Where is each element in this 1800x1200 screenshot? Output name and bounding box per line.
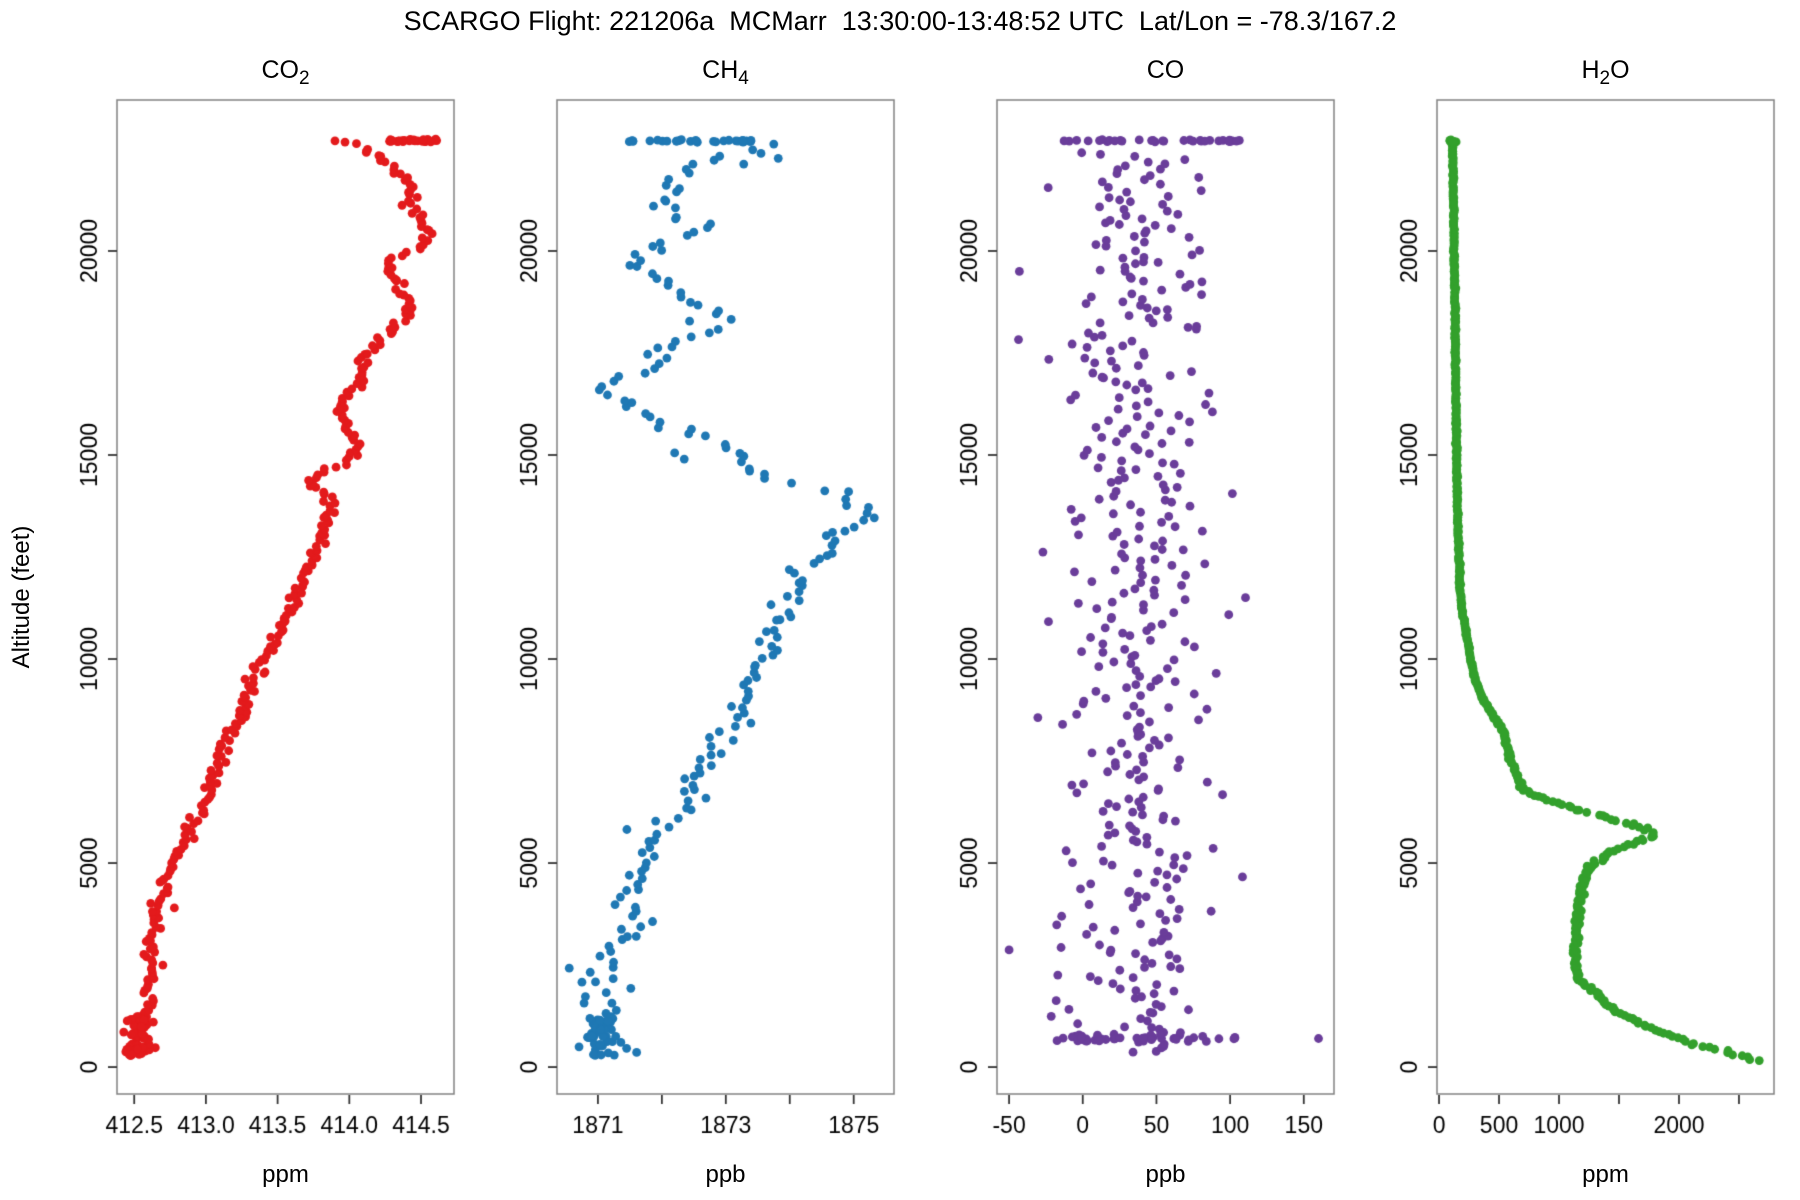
panel-title-co: CO <box>1147 56 1185 85</box>
panel-title-h2o-suffix: O <box>1610 56 1630 84</box>
x-axis-unit-co2: ppm <box>262 1161 309 1188</box>
panel-title-co2: CO2 <box>261 56 309 89</box>
panel-title-ch4: CH4 <box>702 56 749 89</box>
panel-title-ch4-sub: 4 <box>738 68 749 89</box>
panel-title-co2-sub: 2 <box>298 68 310 89</box>
x-axis-unit-h2o: ppm <box>1582 1161 1629 1188</box>
x-axis-unit-ch4: ppb <box>705 1161 746 1188</box>
panel-title-h2o: H2O <box>1581 56 1630 89</box>
panel-title-h2o-main: H <box>1581 56 1600 84</box>
panel-title-h2o-sub: 2 <box>1599 68 1611 89</box>
panel-title-co-main: CO <box>1146 56 1185 84</box>
panel-title-co2-main: CO <box>261 56 299 84</box>
x-axis-unit-co: ppb <box>1145 1161 1186 1188</box>
panel-title-ch4-main: CH <box>702 56 739 84</box>
